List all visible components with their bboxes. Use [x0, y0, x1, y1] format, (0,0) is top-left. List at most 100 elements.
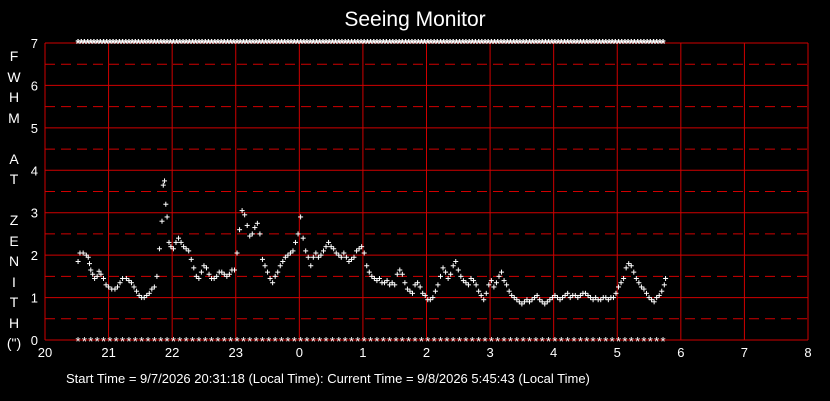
top-marker: * — [190, 36, 196, 51]
top-marker: * — [409, 36, 415, 51]
data-point — [204, 265, 210, 271]
data-point — [656, 292, 662, 298]
data-point — [628, 263, 634, 269]
y-tick-label: 1 — [31, 291, 38, 306]
data-point — [638, 284, 644, 290]
data-point — [231, 267, 237, 273]
data-point — [338, 254, 344, 260]
top-marker: * — [266, 36, 272, 51]
top-marker: * — [626, 36, 632, 51]
data-point — [389, 280, 395, 286]
data-point — [392, 282, 398, 288]
data-point — [254, 220, 260, 226]
top-marker: * — [435, 36, 441, 51]
x-tick-label: 23 — [229, 345, 243, 360]
top-marker: * — [184, 36, 190, 51]
data-point — [247, 233, 253, 239]
data-point — [440, 265, 446, 271]
bottom-marker: * — [330, 334, 335, 349]
bottom-marker: * — [584, 334, 589, 349]
top-marker: * — [403, 36, 409, 51]
top-marker: * — [126, 36, 132, 51]
data-point — [654, 295, 660, 301]
y-tick-label: 7 — [31, 36, 38, 51]
bottom-marker: * — [260, 334, 265, 349]
data-point — [112, 286, 118, 292]
top-marker: * — [130, 36, 136, 51]
x-tick-label: 20 — [38, 345, 52, 360]
data-point — [590, 297, 596, 303]
data-point — [224, 273, 230, 279]
top-marker: * — [476, 36, 482, 51]
top-marker: * — [616, 36, 622, 51]
top-marker: * — [651, 36, 657, 51]
bottom-marker: * — [101, 334, 106, 349]
data-point — [348, 256, 354, 262]
top-marker: * — [384, 36, 390, 51]
data-point — [371, 275, 377, 281]
top-marker: * — [400, 36, 406, 51]
data-point — [164, 214, 170, 220]
top-marker: * — [460, 36, 466, 51]
top-marker: * — [234, 36, 240, 51]
data-point — [85, 254, 91, 260]
data-point — [214, 273, 220, 279]
bottom-marker: * — [444, 334, 449, 349]
data-point — [613, 290, 619, 296]
data-point — [481, 297, 487, 303]
data-point — [149, 286, 155, 292]
data-point — [544, 299, 550, 305]
top-marker: * — [371, 36, 377, 51]
bottom-marker: * — [527, 334, 532, 349]
data-point — [661, 282, 667, 288]
top-marker: * — [231, 36, 237, 51]
data-point — [432, 288, 438, 294]
data-point — [346, 259, 352, 265]
y-tick-label: 2 — [31, 248, 38, 263]
data-point — [170, 246, 176, 252]
x-tick-label: 7 — [741, 345, 748, 360]
top-marker: * — [136, 36, 142, 51]
bottom-marker: * — [387, 334, 392, 349]
data-point — [94, 273, 100, 279]
top-marker: * — [155, 36, 161, 51]
top-marker: * — [635, 36, 641, 51]
top-marker: * — [629, 36, 635, 51]
top-marker: * — [600, 36, 606, 51]
top-marker: * — [508, 36, 514, 51]
bottom-marker: * — [190, 334, 195, 349]
top-marker: * — [145, 36, 151, 51]
top-marker: * — [441, 36, 447, 51]
top-marker: * — [91, 36, 97, 51]
data-point — [651, 299, 657, 305]
top-marker: * — [76, 36, 82, 51]
data-point — [560, 295, 566, 301]
top-marker: * — [276, 36, 282, 51]
data-point — [539, 299, 545, 305]
y-axis-label-char: A — [9, 150, 19, 167]
top-marker: * — [177, 36, 183, 51]
top-marker: * — [104, 36, 110, 51]
bottom-marker: * — [476, 334, 481, 349]
top-marker: * — [454, 36, 460, 51]
top-marker: * — [521, 36, 527, 51]
top-marker: * — [314, 36, 320, 51]
data-point — [176, 235, 182, 241]
top-marker: * — [114, 36, 120, 51]
top-marker: * — [406, 36, 412, 51]
x-tick-label: 5 — [614, 345, 621, 360]
data-point — [631, 269, 637, 275]
bottom-marker: * — [145, 334, 150, 349]
data-point — [98, 271, 104, 277]
data-point — [382, 280, 388, 286]
bottom-marker: * — [533, 334, 538, 349]
top-marker: * — [584, 36, 590, 51]
data-point — [295, 231, 301, 237]
data-point — [290, 248, 296, 254]
data-point — [320, 248, 326, 254]
top-marker: * — [654, 36, 660, 51]
top-marker: * — [425, 36, 431, 51]
top-marker: * — [565, 36, 571, 51]
data-point — [394, 271, 400, 277]
